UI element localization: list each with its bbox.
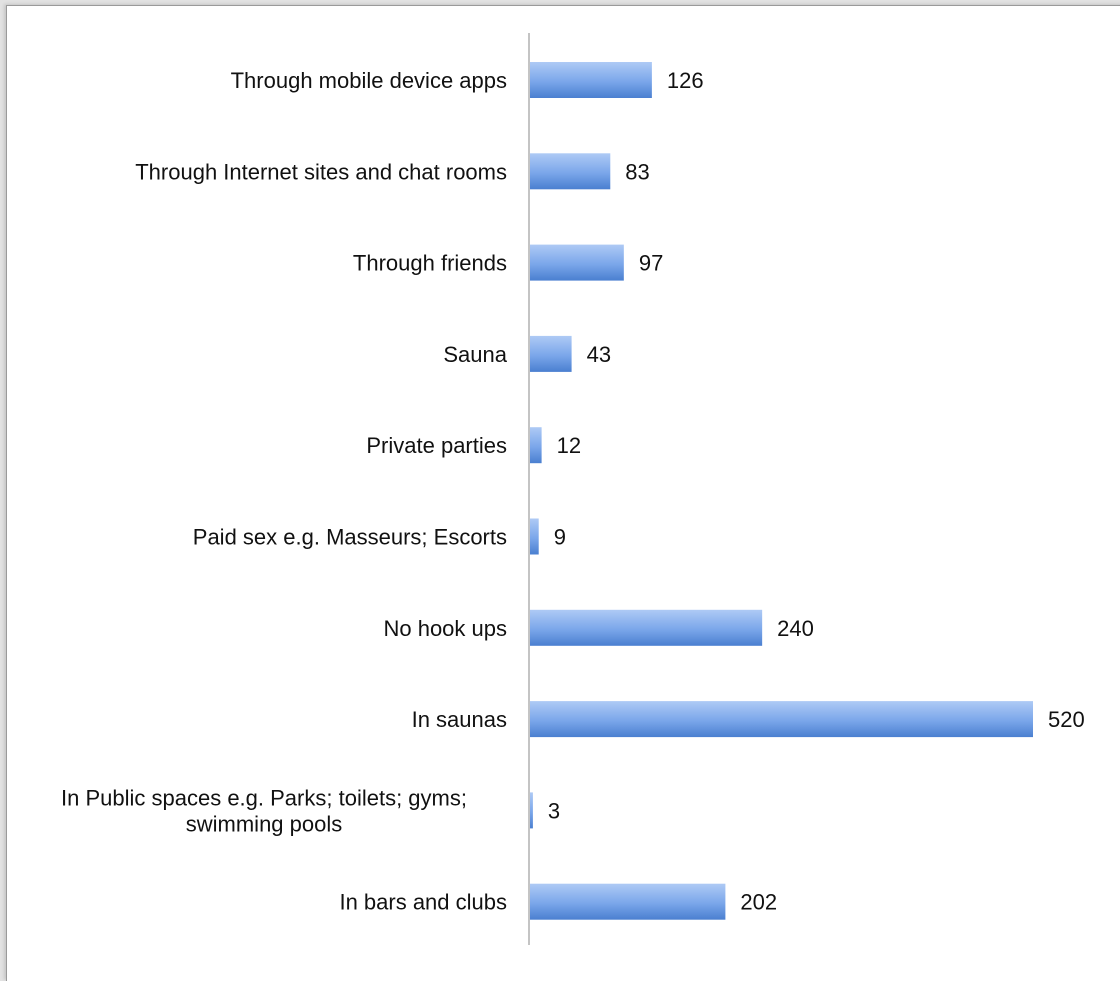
bar-1 (530, 153, 611, 190)
value-label: 126 (667, 68, 704, 93)
category-label: No hook ups (383, 616, 507, 641)
value-label: 97 (639, 251, 663, 276)
value-label: 240 (777, 616, 814, 641)
bar-group: Through mobile device apps 126 Through Int… (61, 62, 1085, 920)
bar-5 (530, 518, 539, 555)
value-label: 3 (548, 798, 560, 823)
value-label: 9 (554, 525, 566, 550)
value-label: 12 (557, 433, 581, 458)
category-label: Through friends (353, 251, 507, 276)
value-label: 43 (587, 342, 611, 367)
category-label: Sauna (443, 342, 507, 367)
category-label: Paid sex e.g. Masseurs; Escorts (193, 525, 507, 550)
category-label: Private parties (366, 433, 507, 458)
category-label: In bars and clubs (339, 890, 507, 915)
bar-4 (530, 427, 542, 464)
value-label: 83 (625, 159, 649, 184)
category-label: In Public spaces e.g. Parks; toilets; gy… (61, 785, 467, 836)
bar-2 (530, 244, 624, 281)
value-label: 202 (740, 890, 777, 915)
bar-3 (530, 335, 572, 372)
category-label: Through Internet sites and chat rooms (135, 159, 507, 184)
category-label: Through mobile device apps (231, 68, 507, 93)
bar-6 (530, 609, 763, 646)
bar-8 (530, 792, 533, 829)
category-label: In saunas (412, 707, 507, 732)
bar-9 (530, 883, 726, 920)
bar-7 (530, 701, 1033, 738)
bar-0 (530, 62, 652, 98)
value-label: 520 (1048, 707, 1085, 732)
